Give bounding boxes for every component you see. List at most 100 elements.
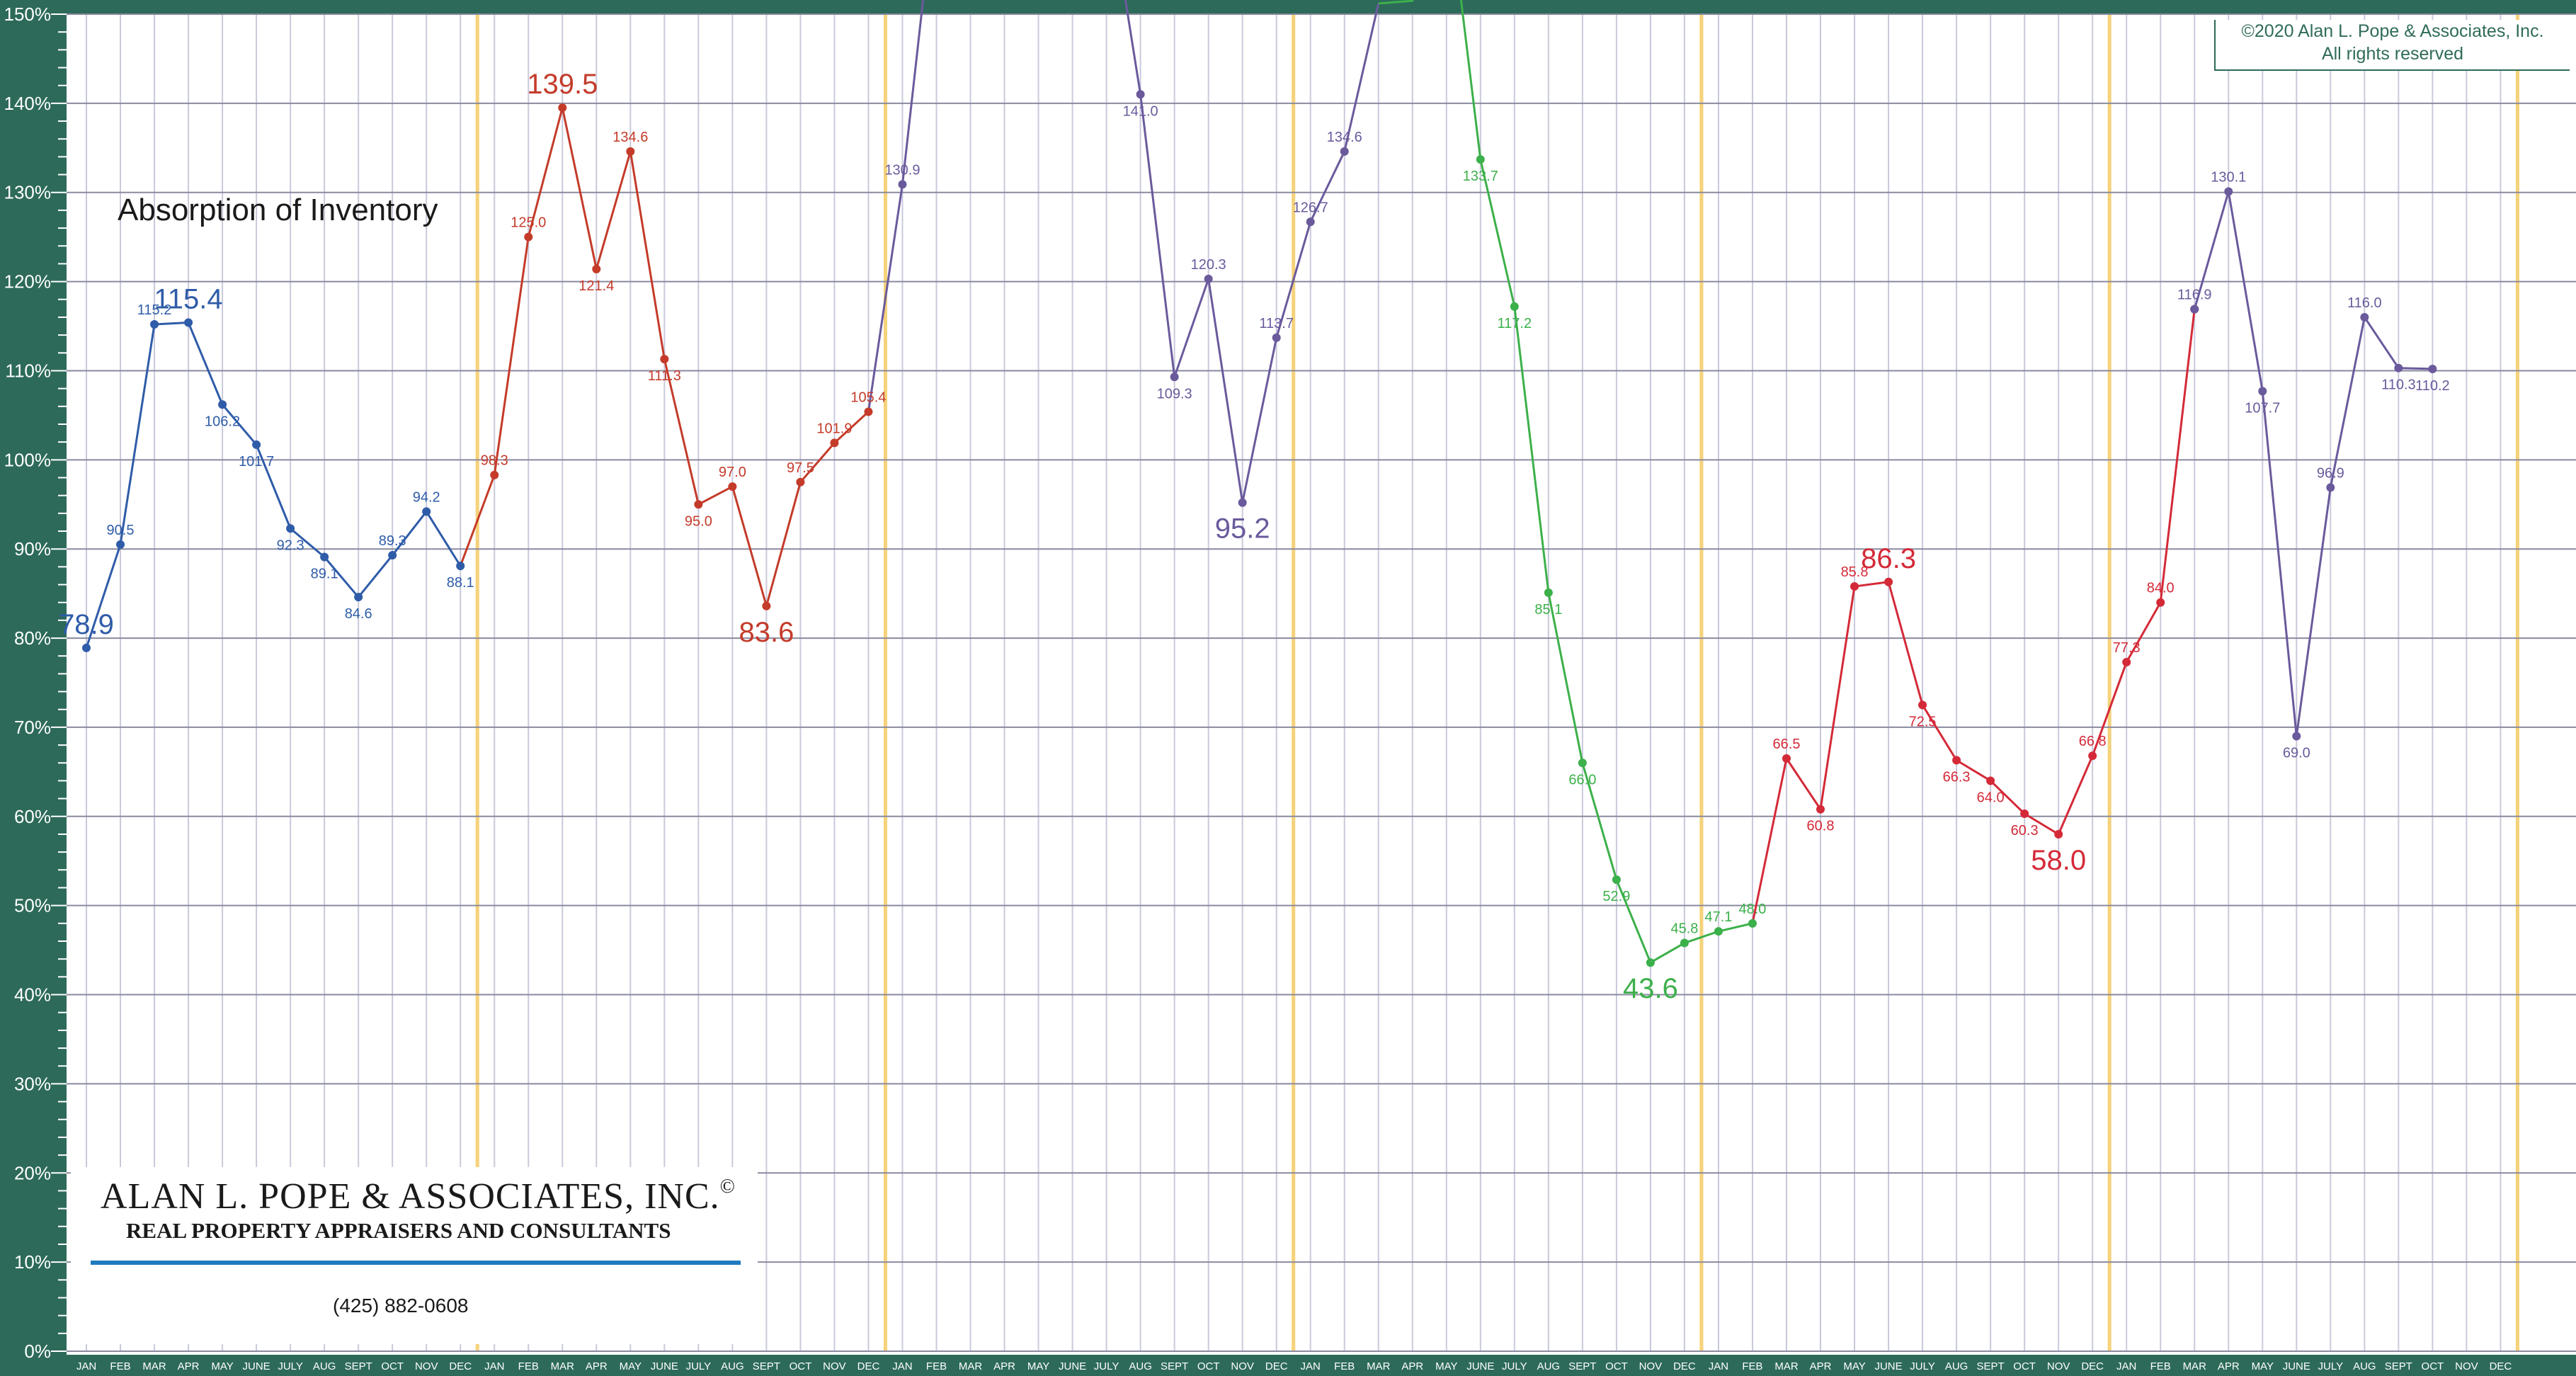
data-label: 89.1 [311, 567, 338, 582]
x-month-label: APR [1810, 1360, 1832, 1372]
y-axis-ticks: 0% 10% 20% 30% 40% 50% 60% 70% 80% 90% 100% 110% 120… [4, 4, 67, 1362]
data-point [2156, 598, 2165, 607]
data-point [1714, 927, 1723, 936]
x-month-label: NOV [415, 1360, 438, 1372]
major-gridlines [67, 13, 2576, 1352]
company-subtitle: REAL PROPERTY APPRAISERS AND CONSULTANTS [126, 1218, 671, 1243]
x-month-label: MAY [620, 1360, 642, 1372]
data-point [1204, 274, 1213, 283]
data-points [82, 90, 2437, 967]
data-point [1680, 938, 1689, 948]
x-month-label: APR [178, 1360, 200, 1372]
data-label: 141.0 [1123, 103, 1158, 119]
data-point [2054, 829, 2063, 838]
data-label: 130.1 [2211, 169, 2246, 185]
data-point [2292, 732, 2301, 741]
data-label: 110.3 [2381, 377, 2416, 393]
data-point [1816, 804, 1825, 814]
data-label: 45.8 [1670, 921, 1698, 937]
data-point [456, 562, 465, 571]
x-month-label: JUNE [1059, 1360, 1086, 1372]
data-label: 43.6 [1623, 973, 1678, 1004]
x-month-label: JUNE [1874, 1360, 1902, 1372]
x-month-label: SEPT [753, 1360, 780, 1372]
x-month-label: MAY [2252, 1360, 2274, 1372]
x-month-label: FEB [1742, 1360, 1762, 1372]
data-label: 94.2 [413, 489, 440, 505]
y-tick-label: 30% [14, 1073, 51, 1094]
x-month-label: JAN [1709, 1360, 1728, 1372]
data-point [490, 470, 499, 479]
x-month-label: JAN [76, 1360, 96, 1372]
data-point [1272, 333, 1281, 342]
data-label: 97.0 [719, 465, 746, 480]
x-month-label: OCT [2013, 1360, 2036, 1372]
x-month-label: NOV [1639, 1360, 1663, 1372]
x-month-label: FEB [110, 1360, 130, 1372]
x-month-label: DEC [1673, 1360, 1696, 1372]
x-month-label: JULY [1910, 1360, 1935, 1372]
data-point [2020, 809, 2029, 819]
y-tick-label: 20% [14, 1162, 51, 1183]
x-month-label: OCT [1197, 1360, 1220, 1372]
x-month-label: JULY [1094, 1360, 1119, 1372]
data-point [1510, 302, 1519, 311]
data-label: 96.9 [2317, 465, 2344, 481]
data-point [184, 318, 193, 327]
data-label: 106.2 [205, 414, 240, 429]
y-tick-label: 150% [4, 4, 52, 25]
data-label: 109.3 [1157, 386, 1192, 402]
data-label: 116.9 [2177, 288, 2212, 303]
data-point [762, 601, 771, 610]
copyright-notice: ©2020 Alan L. Pope & Associates, Inc. Al… [2214, 20, 2570, 71]
data-label: 110.2 [2415, 378, 2450, 394]
data-point [2326, 483, 2335, 492]
data-label: 101.9 [816, 421, 852, 436]
data-point [830, 438, 839, 448]
data-label: 111.3 [648, 368, 681, 384]
x-month-label: JULY [2318, 1360, 2344, 1372]
x-month-label: AUG [2353, 1360, 2376, 1372]
data-label: 66.5 [1773, 737, 1801, 752]
x-month-label: NOV [2047, 1360, 2070, 1372]
data-label: 95.0 [685, 513, 712, 529]
y-tick-label: 60% [14, 806, 51, 827]
plot-area [67, 14, 2576, 1355]
data-point [1952, 756, 1961, 765]
x-month-label: OCT [1605, 1360, 1628, 1372]
y-tick-label: 100% [4, 449, 52, 470]
data-label: 69.0 [2283, 746, 2310, 761]
x-month-label: DEC [857, 1360, 880, 1372]
data-point [1238, 498, 1247, 507]
data-point [388, 551, 397, 560]
x-month-label: SEPT [1161, 1360, 1188, 1372]
data-label: 105.4 [850, 390, 886, 405]
x-month-label: AUG [1537, 1360, 1561, 1372]
x-month-label: JAN [1301, 1360, 1321, 1372]
data-point [1850, 582, 1859, 591]
data-point [2258, 387, 2267, 396]
x-month-label: AUG [313, 1360, 336, 1372]
data-label: 66.0 [1568, 772, 1596, 787]
x-month-label: SEPT [1568, 1360, 1596, 1372]
x-month-label: FEB [1334, 1360, 1355, 1372]
data-label: 126.7 [1293, 200, 1328, 215]
x-month-label: MAR [2183, 1360, 2207, 1372]
company-name-text: ALAN L. POPE & ASSOCIATES, INC. [101, 1176, 720, 1217]
y-tick-label: 90% [14, 538, 51, 559]
data-label: 107.7 [2245, 400, 2280, 416]
company-name: ALAN L. POPE & ASSOCIATES, INC.© [101, 1176, 736, 1217]
chart-title: Absorption of Inventory [118, 193, 438, 227]
data-label: 85.1 [1534, 602, 1562, 618]
series-line [1751, 309, 2196, 924]
data-label: 130.9 [884, 162, 920, 178]
y-tick-label: 70% [14, 717, 51, 738]
data-label: 66.8 [2079, 734, 2107, 749]
x-month-label: DEC [2490, 1360, 2512, 1372]
data-label: 84.6 [345, 606, 372, 622]
series-line [2193, 190, 2433, 738]
series-line [1378, 0, 1753, 964]
x-month-label: APR [2218, 1360, 2240, 1372]
data-point [2224, 187, 2233, 196]
data-point [1170, 373, 1179, 382]
